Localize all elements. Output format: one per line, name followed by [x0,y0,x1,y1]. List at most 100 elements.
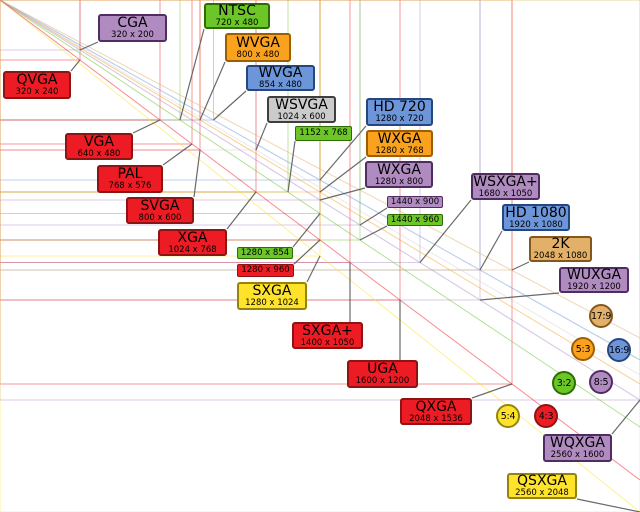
aspect-ratio-circle-17-9: 17:9 [589,304,613,328]
standard-box-1440-x-900: 1440 x 900 [387,196,443,208]
standard-resolution: 1440 x 960 [390,214,440,225]
standard-resolution: 1152 x 768 [299,128,348,139]
resolution-rect-1440-x-900 [0,0,361,226]
aspect-ratio-circle-8-5: 8:5 [589,370,613,394]
standard-name: PAL [117,166,143,183]
connector-hd-720 [319,125,367,181]
standard-name: WQXGA [550,435,605,452]
connector-vga [132,119,161,134]
standard-name: 2K [551,236,570,253]
standard-resolution: 1280 x 768 [375,145,424,156]
aspect-ratio-circle-5-4: 5:4 [496,404,520,428]
standard-name: HD 720 [373,99,426,116]
standard-name: QVGA [16,72,58,89]
standard-resolution: 1280 x 1024 [245,298,299,309]
connector-svga [193,149,201,198]
connector-1280-x-960 [293,239,321,265]
standard-box-wvga: WVGA 800 x 480 [225,33,291,62]
standard-box-1280-x-854: 1280 x 854 [237,247,293,259]
standard-box-cga: CGA 320 x 200 [98,14,167,42]
standard-resolution: 1920 x 1200 [567,282,621,293]
standard-name: CGA [117,15,148,32]
standard-box-wvga: WVGA 854 x 480 [246,65,315,91]
standard-box-pal: PAL 768 x 576 [97,165,163,193]
standard-box-hd-720: HD 720 1280 x 720 [366,98,433,126]
standard-resolution: 1024 x 768 [168,244,217,255]
standard-box-sxga: SXGA+ 1400 x 1050 [292,322,363,349]
standard-box-wsvga: WSVGA 1024 x 600 [267,96,336,123]
connector-sxga [306,255,321,283]
aspect-ratio-circle-16-9: 16:9 [607,338,631,362]
connector-xga [226,191,257,230]
standard-name: WXGA [377,130,422,147]
standard-resolution: 2048 x 1080 [533,251,588,262]
standard-box-wxga: WXGA 1280 x 800 [365,161,433,188]
standard-box-1152-x-768: 1152 x 768 [295,126,352,141]
standard-name: UGA [367,361,398,378]
standard-box-qsxga: QSXGA 2560 x 2048 [507,473,577,499]
standard-name: WSXGA+ [473,173,538,190]
connector-wqxga [611,399,640,435]
standard-box-1280-x-960: 1280 x 960 [237,264,294,277]
standard-box-vga: VGA 640 x 480 [65,133,133,160]
standard-resolution: 1280 x 800 [374,176,424,187]
standard-box-sxga: SXGA 1280 x 1024 [237,282,307,310]
standard-box-qvga: QVGA 320 x 240 [3,71,71,99]
connector-wuxga [479,292,560,301]
connector-qxga [471,383,513,399]
standard-name: WSVGA [275,96,328,113]
connector-qsxga [576,498,640,512]
standard-resolution: 1600 x 1200 [355,376,410,387]
connector-1440-x-900 [359,207,388,226]
connector-2k [511,261,530,271]
standard-box-wuxga: WUXGA 1920 x 1200 [559,267,629,293]
connector-hd-1080 [479,230,503,271]
aspect-diagonal-wsvga [0,0,640,376]
standard-resolution: 2560 x 2048 [515,488,569,499]
resolution-rect-wvga [0,0,214,121]
resolution-rect-qvga [0,0,81,61]
connector-ntsc [179,28,205,121]
connector-qvga [70,59,81,72]
standard-box-wqxga: WQXGA 2560 x 1600 [543,434,612,462]
standard-name: WXGA [377,161,421,178]
connector-1152-x-768 [287,140,296,193]
standard-name: HD 1080 [505,204,567,221]
standard-resolution: 800 x 480 [236,49,280,60]
aspect-ratio-circle-3-2: 3:2 [552,371,576,395]
standard-resolution: 1280 x 854 [240,247,290,258]
standard-name: VGA [83,133,114,150]
standard-name: NTSC [218,3,256,20]
standard-resolution: 854 x 480 [259,80,302,91]
standard-name: WVGA [258,65,303,82]
resolution-rect-wqxga [0,0,640,401]
standard-resolution: 2048 x 1536 [409,413,463,424]
resolution-rect-cga [0,0,81,51]
standard-name: QXGA [415,398,457,415]
connector-1440-x-960 [359,225,388,241]
standard-box-hd-1080: HD 1080 1920 x 1080 [502,204,570,231]
standard-box-qxga: QXGA 2048 x 1536 [400,398,472,425]
standard-resolution: 640 x 480 [77,148,121,159]
connector-wsxga [419,199,472,263]
standard-name: QSXGA [517,473,567,490]
standard-resolution: 768 x 576 [108,181,152,192]
connector-wvga [199,61,226,121]
standard-box-wxga: WXGA 1280 x 768 [366,130,433,157]
standard-resolution: 1280 x 720 [375,114,424,125]
aspect-ratio-circle-4-3: 4:3 [534,404,558,428]
standard-box-1440-x-960: 1440 x 960 [387,214,443,226]
standard-resolution: 320 x 200 [111,30,154,41]
standard-name: SXGA+ [302,322,353,339]
standard-resolution: 1440 x 900 [390,196,440,207]
connector-wxga [319,156,367,193]
standard-box-ntsc: NTSC 720 x 480 [204,3,270,29]
standard-resolution: 2560 x 1600 [550,450,605,461]
connector-wxga [319,187,366,201]
standard-box-xga: XGA 1024 x 768 [158,229,227,256]
standard-resolution: 1024 x 600 [277,111,326,122]
aspect-diagonal-17-9 [0,0,640,339]
resolution-rect-wvga [0,0,201,121]
connector-cga [79,41,99,51]
